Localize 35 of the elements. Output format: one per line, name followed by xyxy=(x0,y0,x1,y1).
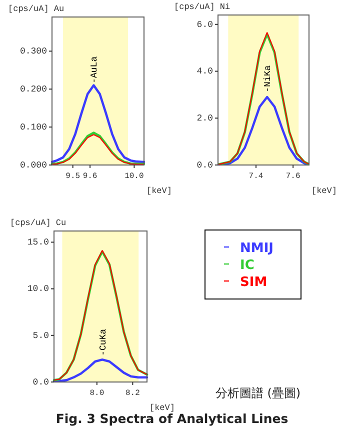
y-tick-label: 5.0 xyxy=(32,330,49,341)
y-tick-label: 2.0 xyxy=(196,114,213,124)
y-axis-title: [cps/uA] Cu xyxy=(10,218,66,228)
legend-label: IC xyxy=(240,258,254,273)
y-tick-label: 0.300 xyxy=(20,46,47,57)
y-tick-label: 6.0 xyxy=(196,20,213,30)
legend-label: SIM xyxy=(240,275,268,290)
annotation: -AuLa xyxy=(90,56,100,84)
y-tick-label: 0.0 xyxy=(196,160,213,170)
y-axis-title: [cps/uA] Au xyxy=(8,4,64,14)
x-axis-title: [keV] xyxy=(149,403,175,413)
x-axis-title: [keV] xyxy=(146,186,172,196)
y-tick-label: 0.000 xyxy=(20,160,47,170)
x-tick-label: 8.0 xyxy=(90,389,104,398)
x-tick-label: 7.6 xyxy=(286,172,300,181)
legend-label: NMIJ xyxy=(240,241,274,256)
line-series xyxy=(50,84,146,164)
y-tick-label: 15.0 xyxy=(27,238,49,248)
y-tick-label: 4.0 xyxy=(196,66,213,77)
caption: Fig. 3 Spectra of Analytical Lines xyxy=(56,411,288,426)
y-tick-label: 0.200 xyxy=(20,84,47,94)
annotation: -NiKa xyxy=(263,64,274,92)
x-tick-label: 8.2 xyxy=(125,389,140,398)
y-tick-label: 0.100 xyxy=(20,122,47,132)
x-tick-label: 7.4 xyxy=(248,172,264,181)
x-tick-label: 9.6 xyxy=(82,172,98,181)
line-series xyxy=(52,358,148,382)
y-axis-title: [cps/uA] Ni xyxy=(174,2,230,12)
annotation: -CuKa xyxy=(98,328,108,356)
x-tick-label: 9.5 xyxy=(66,172,80,181)
x-axis-title: [keV] xyxy=(311,186,337,196)
text: 分析圖譜 (疊圖) xyxy=(215,386,301,400)
x-tick-label: 10.0 xyxy=(124,172,144,181)
y-tick-label: 10.0 xyxy=(27,284,49,294)
y-tick-label: 0.0 xyxy=(32,377,49,388)
